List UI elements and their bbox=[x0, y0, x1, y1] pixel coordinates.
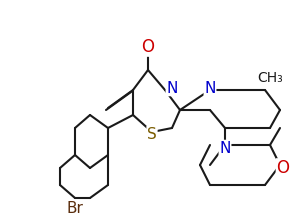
Text: O: O bbox=[276, 159, 289, 177]
Text: N: N bbox=[219, 140, 231, 155]
Text: Br: Br bbox=[67, 200, 83, 215]
Text: O: O bbox=[141, 38, 155, 56]
Text: CH₃: CH₃ bbox=[257, 71, 283, 85]
Text: N: N bbox=[166, 80, 178, 95]
Text: N: N bbox=[204, 80, 216, 95]
Text: S: S bbox=[147, 127, 157, 142]
